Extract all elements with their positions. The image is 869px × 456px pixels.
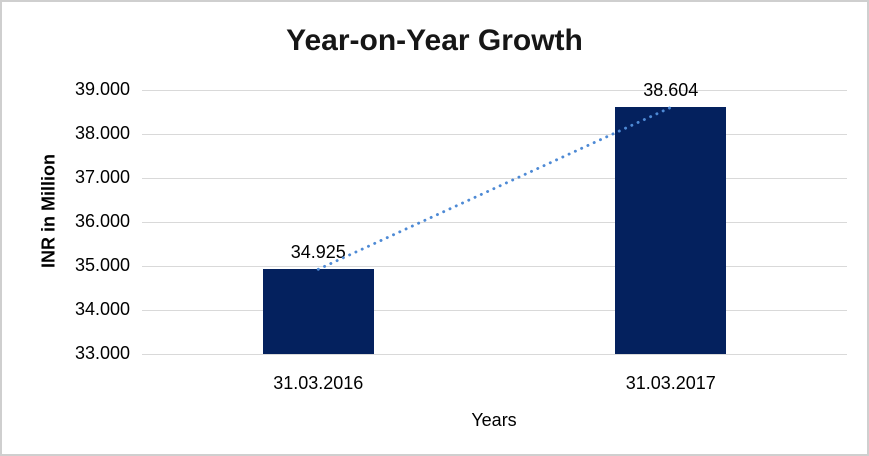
- gridline: [142, 134, 847, 135]
- x-tick-label: 31.03.2016: [273, 373, 364, 393]
- bar-value-label: 38.604: [643, 80, 699, 101]
- y-tick-label: 36.000: [74, 211, 130, 231]
- y-tick-label: 37.000: [74, 167, 130, 187]
- gridline: [142, 90, 847, 91]
- y-tick-label: 35.000: [74, 255, 130, 275]
- x-axis-title: Years: [471, 410, 517, 430]
- bar: [615, 107, 727, 354]
- y-tick-label: 38.000: [74, 123, 130, 143]
- gridline: [142, 222, 847, 223]
- y-tick-label: 33.000: [74, 343, 130, 363]
- gridline: [142, 354, 847, 355]
- y-tick-label: 34.000: [74, 299, 130, 319]
- bar: [262, 269, 374, 354]
- y-tick-label: 39.000: [74, 79, 130, 99]
- chart-title: Year-on-Year Growth: [286, 24, 583, 57]
- gridline: [142, 266, 847, 267]
- bar-value-label: 34.925: [290, 242, 346, 263]
- gridline: [142, 178, 847, 179]
- x-tick-label: 31.03.2017: [625, 373, 716, 393]
- gridline: [142, 310, 847, 311]
